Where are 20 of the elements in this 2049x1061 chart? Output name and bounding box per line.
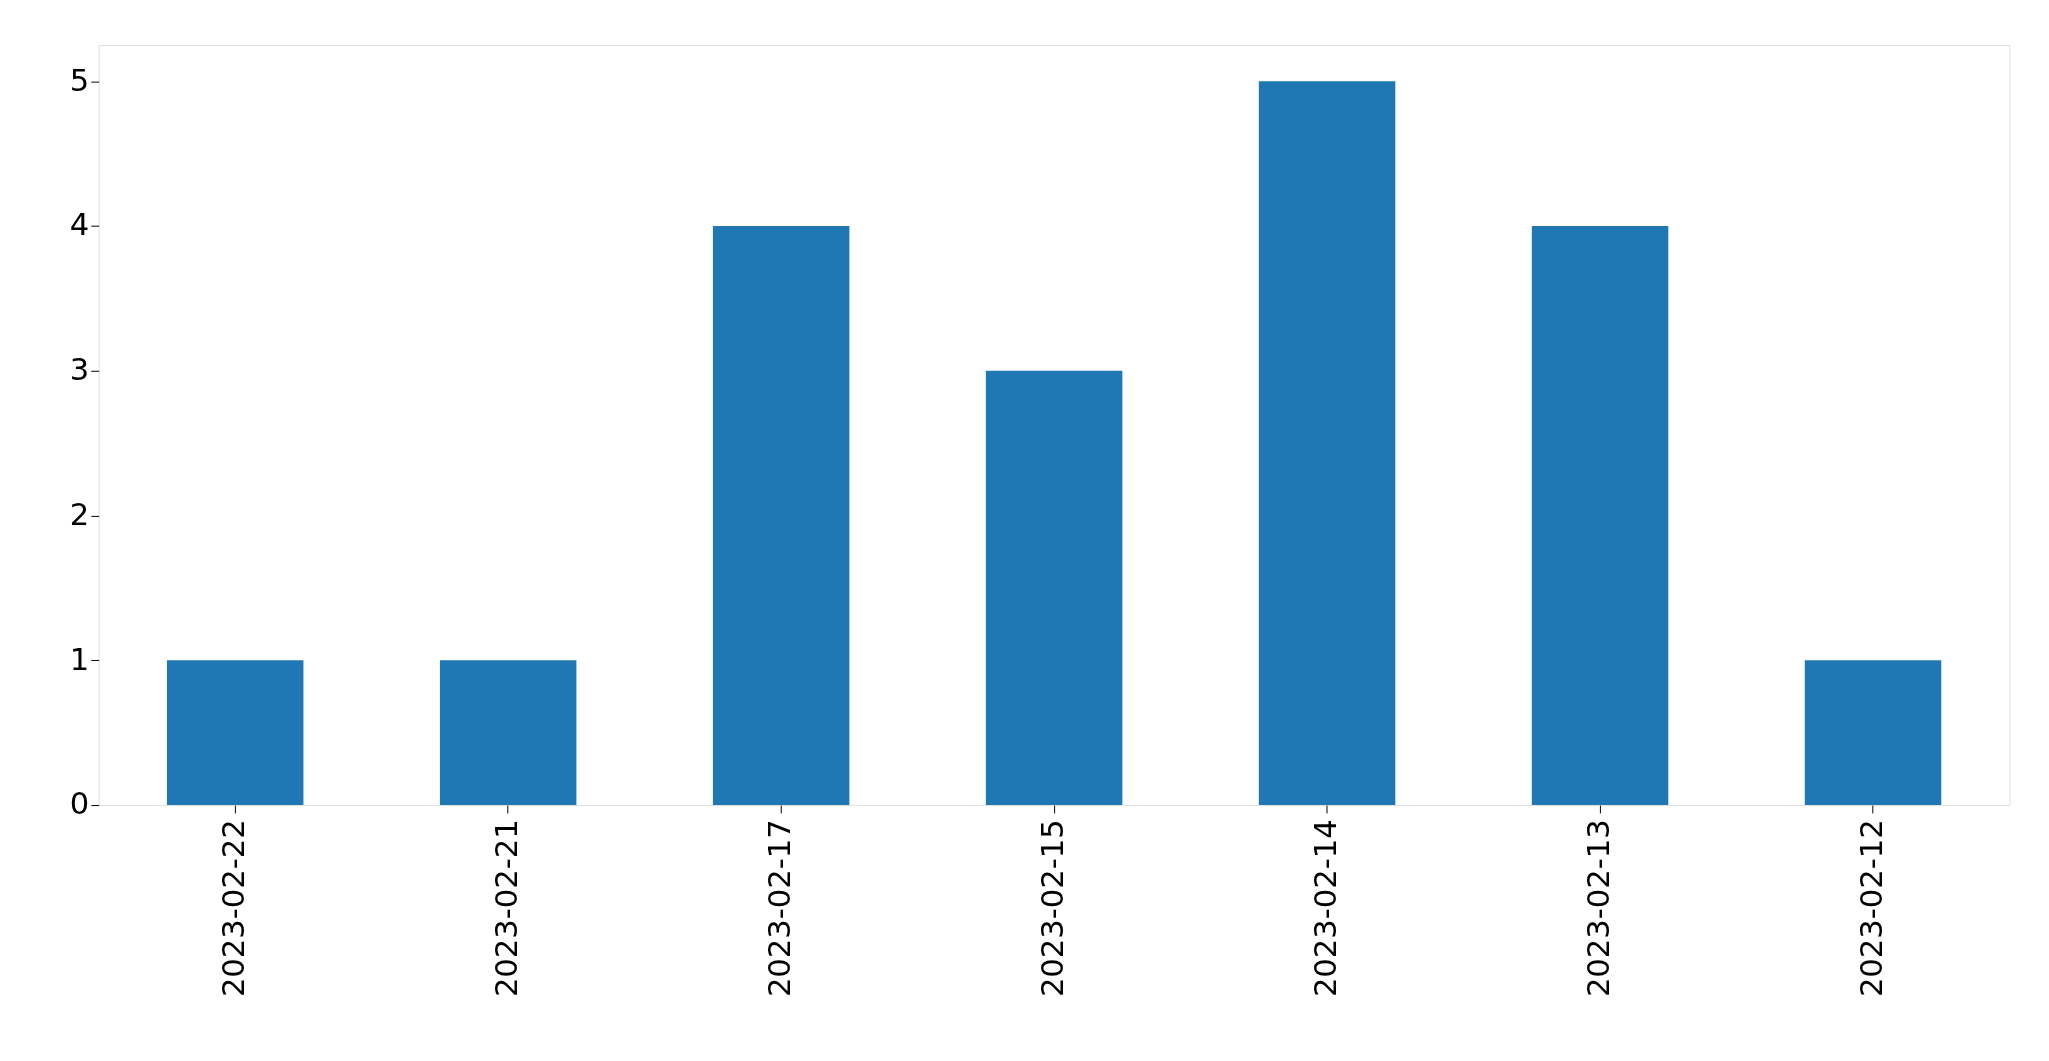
y-tick-label: 0 (69, 786, 90, 822)
x-tick-label: 2023-02-21 (489, 819, 525, 998)
bar (1258, 81, 1396, 806)
bar (985, 370, 1123, 806)
y-tick-label: 2 (69, 496, 90, 532)
bar (1804, 660, 1942, 806)
y-tick-label: 3 (69, 352, 90, 388)
x-tick-label: 2023-02-13 (1580, 819, 1616, 998)
bar (712, 226, 850, 806)
x-tick-label: 2023-02-14 (1307, 819, 1343, 998)
bar (439, 660, 577, 806)
y-tick-label: 4 (69, 207, 90, 243)
y-tick-label: 1 (69, 641, 90, 677)
bar (1531, 226, 1669, 806)
x-tick-label: 2023-02-17 (762, 819, 798, 998)
y-tick-label: 5 (69, 62, 90, 98)
bar (166, 660, 304, 806)
x-tick-label: 2023-02-22 (216, 819, 252, 998)
x-tick-label: 2023-02-15 (1034, 819, 1070, 998)
x-tick-label: 2023-02-12 (1853, 819, 1889, 998)
